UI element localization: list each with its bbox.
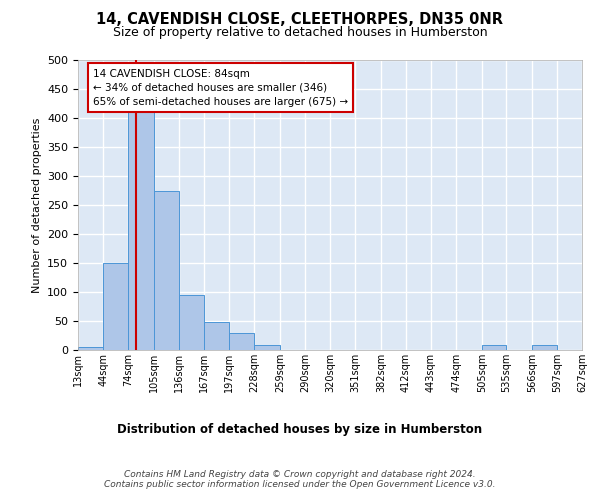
- Text: 14 CAVENDISH CLOSE: 84sqm
← 34% of detached houses are smaller (346)
65% of semi: 14 CAVENDISH CLOSE: 84sqm ← 34% of detac…: [93, 68, 348, 106]
- Text: Contains HM Land Registry data © Crown copyright and database right 2024.
Contai: Contains HM Land Registry data © Crown c…: [104, 470, 496, 490]
- Bar: [482, 346, 506, 350]
- Bar: [103, 263, 128, 350]
- Text: Size of property relative to detached houses in Humberston: Size of property relative to detached ho…: [113, 26, 487, 39]
- Bar: [179, 295, 205, 350]
- Bar: [78, 347, 103, 350]
- Bar: [229, 332, 254, 350]
- Text: Distribution of detached houses by size in Humberston: Distribution of detached houses by size …: [118, 422, 482, 436]
- Text: 14, CAVENDISH CLOSE, CLEETHORPES, DN35 0NR: 14, CAVENDISH CLOSE, CLEETHORPES, DN35 0…: [97, 12, 503, 28]
- Bar: [154, 190, 179, 350]
- Y-axis label: Number of detached properties: Number of detached properties: [32, 118, 41, 292]
- Bar: [254, 346, 280, 350]
- Bar: [205, 322, 229, 350]
- Bar: [532, 346, 557, 350]
- Bar: [128, 106, 154, 350]
